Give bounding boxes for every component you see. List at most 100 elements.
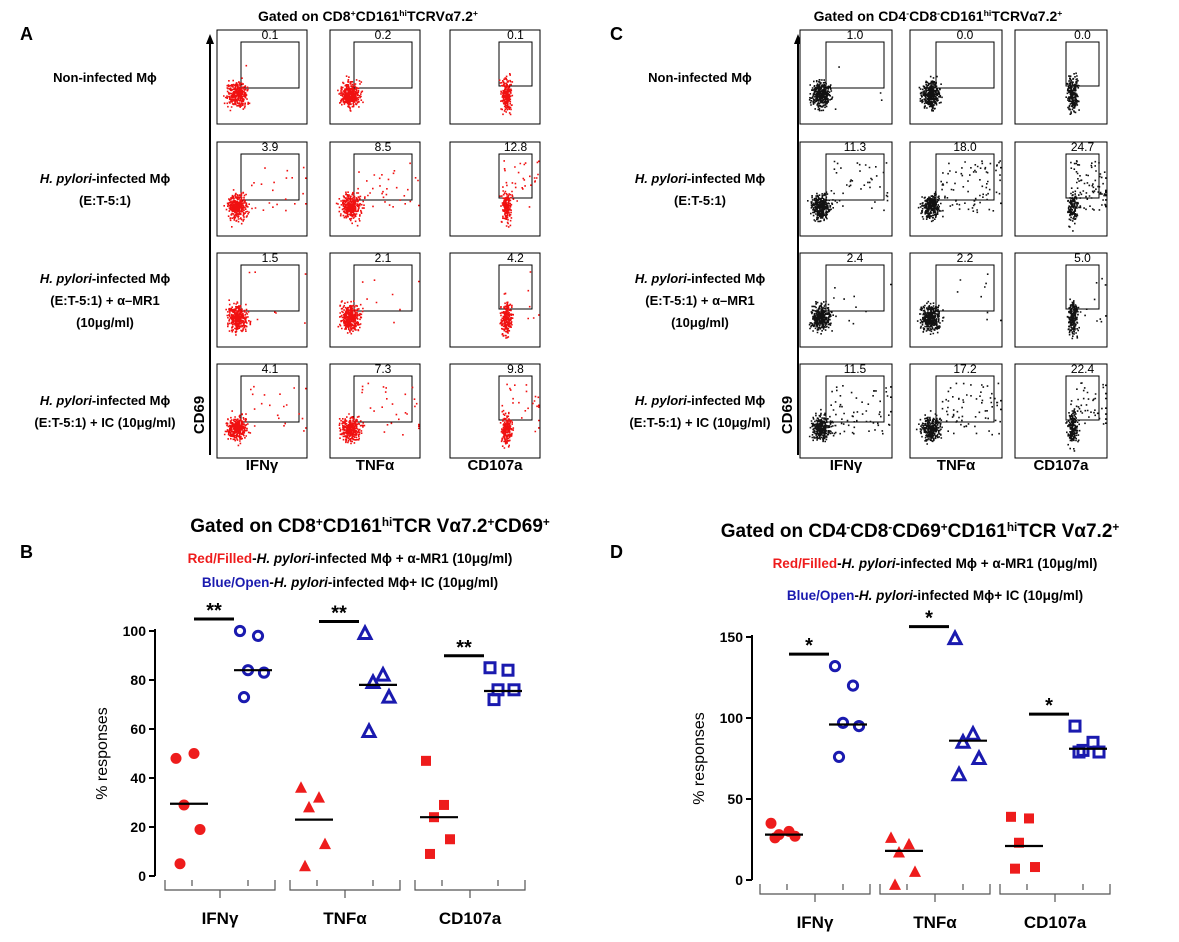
data-point-blue bbox=[360, 721, 378, 738]
plot-frame bbox=[329, 363, 421, 459]
flow-row-4: H. pylori-infected Mϕ (E:T-5:1) + IC (10μ… bbox=[34, 362, 541, 459]
title-superscript: + bbox=[473, 8, 478, 18]
title-segment: TCRVα7.2 bbox=[991, 8, 1057, 24]
condition-label: Non-infected Mϕ bbox=[648, 70, 752, 85]
data-point-blue bbox=[832, 750, 846, 763]
flow-plot-ifn: 4.1 bbox=[216, 362, 308, 459]
flow-plot-cd107a: 0.0 bbox=[1014, 28, 1108, 125]
flow-plot-ifn: 3.9 bbox=[216, 140, 308, 237]
condition-label: H. pylori-infected Mϕ bbox=[635, 271, 766, 286]
label-segment: -infected Mϕ bbox=[92, 393, 171, 408]
gate-box bbox=[1065, 41, 1100, 87]
data-point-blue bbox=[251, 629, 265, 643]
gate-percentage: 0.2 bbox=[375, 28, 392, 42]
title-segment: Gated on CD8 bbox=[258, 8, 351, 24]
gate-percentage: 18.0 bbox=[953, 140, 977, 154]
flow-plot-ifn: 2.4 bbox=[799, 251, 893, 348]
data-point-blue bbox=[852, 720, 866, 733]
gate-box bbox=[353, 153, 413, 201]
title-superscript: - bbox=[846, 521, 850, 534]
event-dots bbox=[808, 385, 892, 443]
flow-row-1: Non-infected Mϕ 0.1 0.2 0.1 bbox=[53, 28, 541, 125]
marker-x-label: IFNγ bbox=[830, 457, 863, 474]
title-segment: CD161 bbox=[940, 8, 984, 24]
event-dots bbox=[335, 162, 420, 227]
title-superscript: hi bbox=[984, 8, 992, 18]
condition-label: H. pylori-infected Mϕ bbox=[40, 171, 171, 186]
flow-row-4: H. pylori-infected Mϕ (E:T-5:1) + IC (10μ… bbox=[629, 362, 1108, 459]
condition-label: (E:T-5:1) + α–MR1 bbox=[50, 293, 159, 308]
plot-frame bbox=[799, 252, 893, 348]
italic-species: H. pylori bbox=[635, 393, 687, 408]
y-tick-label: 100 bbox=[123, 623, 147, 639]
label-segment: (E:T-5:1) bbox=[674, 193, 726, 208]
category-bracket-tick bbox=[191, 880, 249, 886]
condition-label: (E:T-5:1) + IC (10μg/ml) bbox=[34, 415, 175, 430]
data-point-blue bbox=[356, 623, 374, 640]
title-segment: CD69 bbox=[494, 516, 543, 537]
title-superscript: + bbox=[487, 516, 494, 529]
title-segment: CD69 bbox=[892, 521, 941, 542]
title-segment: CD8 bbox=[909, 8, 937, 24]
y-tick-label: 150 bbox=[720, 629, 744, 645]
y-tick-label: 80 bbox=[130, 672, 146, 688]
data-point-blue bbox=[257, 666, 271, 679]
plot-frame bbox=[1014, 141, 1108, 237]
gate-percentage: 1.5 bbox=[262, 251, 279, 265]
title-superscript: - bbox=[888, 521, 892, 534]
category-label: TNFα bbox=[913, 913, 957, 932]
flow-row-1: Non-infected Mϕ 1.0 0.0 0.0 bbox=[648, 28, 1108, 125]
gate-percentage: 8.5 bbox=[375, 140, 392, 154]
condition-label: (E:T-5:1) + α–MR1 bbox=[645, 293, 754, 308]
flow-plot-ifn: 0.1 bbox=[216, 28, 308, 125]
event-dots bbox=[808, 66, 883, 112]
italic-species: H. pylori bbox=[635, 271, 687, 286]
legend-entry: Red/Filled-H. pylori-infected Mϕ + α-MR1… bbox=[773, 556, 1098, 571]
title-superscript: hi bbox=[399, 8, 407, 18]
gate-box bbox=[353, 264, 413, 312]
event-dots bbox=[498, 73, 514, 116]
data-point-blue bbox=[483, 661, 497, 675]
data-point-blue bbox=[846, 679, 860, 692]
title-segment: CD8 bbox=[850, 521, 888, 542]
category-bracket bbox=[414, 880, 526, 898]
gate-box bbox=[240, 264, 300, 312]
event-dots bbox=[499, 160, 540, 228]
data-point-blue bbox=[364, 672, 382, 689]
label-segment: (10μg/ml) bbox=[76, 315, 134, 330]
gate-percentage: 2.1 bbox=[375, 251, 392, 265]
significance-stars: ** bbox=[206, 600, 222, 622]
event-dots bbox=[338, 382, 420, 445]
axis-arrow-head bbox=[206, 34, 214, 44]
condition-label: H. pylori-infected Mϕ bbox=[40, 271, 171, 286]
legend-entry: Red/Filled-H. pylori-infected Mϕ + α-MR1… bbox=[188, 551, 513, 566]
category-label: TNFα bbox=[323, 909, 367, 928]
data-point-red bbox=[421, 755, 431, 766]
condition-label: H. pylori-infected Mϕ bbox=[635, 393, 766, 408]
flow-row-3: H. pylori-infected Mϕ (E:T-5:1) + α–MR1 (1… bbox=[635, 251, 1108, 348]
flow-plot-tnf: 18.0 bbox=[909, 140, 1003, 237]
data-point-red bbox=[319, 837, 331, 850]
gate-box bbox=[353, 41, 413, 89]
event-dots bbox=[1065, 382, 1107, 452]
flow-plot-cd107a: 0.1 bbox=[449, 28, 541, 125]
cd69-axis-label: CD69 bbox=[191, 396, 208, 434]
label-segment: Non-infected Mϕ bbox=[648, 70, 752, 85]
data-point-blue bbox=[487, 693, 501, 707]
data-point-blue bbox=[828, 660, 842, 673]
plot-frame bbox=[799, 29, 893, 125]
data-point-red bbox=[1010, 863, 1020, 874]
chart-title: Gated on CD8+CD161hiTCR Vα7.2+CD69+ bbox=[190, 516, 550, 538]
data-point-red bbox=[170, 752, 182, 764]
y-tick-label: 50 bbox=[727, 791, 743, 807]
data-point-red bbox=[889, 878, 901, 890]
gate-percentage: 0.0 bbox=[1074, 28, 1091, 42]
condition-label: H. pylori-infected Mϕ bbox=[40, 393, 171, 408]
event-dots bbox=[1066, 277, 1107, 340]
legend-dash: - bbox=[837, 556, 842, 571]
title-superscript: hi bbox=[382, 516, 392, 529]
data-point-blue bbox=[501, 663, 515, 677]
plot-frame bbox=[909, 363, 1003, 459]
